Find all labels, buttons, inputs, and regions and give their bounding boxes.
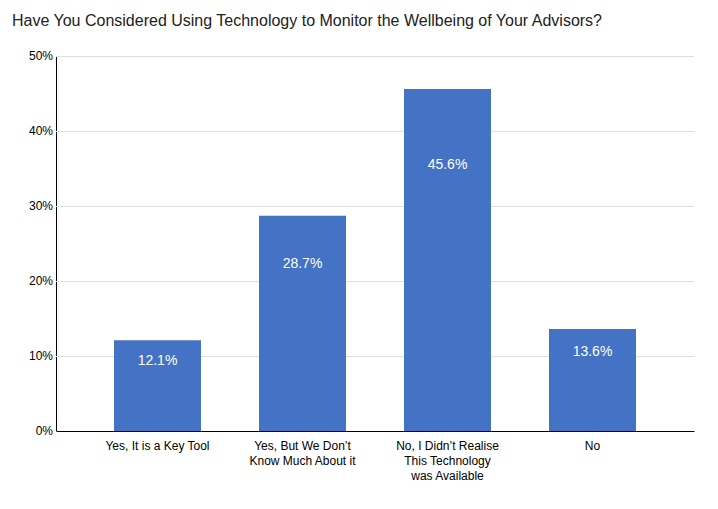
x-tick-label-line: Yes, But We Don’t: [254, 439, 351, 453]
x-tick: Yes, But We Don’tKnow Much About it: [249, 439, 356, 468]
bar: [114, 340, 201, 431]
x-tick-label-line: This Technology: [404, 454, 491, 468]
x-tick-label: No, I Didn’t RealiseThis Technologywas A…: [396, 439, 499, 483]
data-labels: 12.1% 28.7% 45.6% 13.6%: [138, 156, 613, 368]
grid-line: [56, 281, 694, 282]
bar: [259, 216, 346, 431]
x-tick-label: Yes, It is a Key Tool: [105, 439, 209, 453]
grid-line: [56, 131, 694, 132]
grid-line: [56, 206, 694, 207]
x-tick-label-line: Know Much About it: [249, 454, 356, 468]
grid-line: [56, 431, 694, 432]
y-axis-line: [56, 57, 57, 432]
plot-area: 0%10%20%30%40%50%Yes, It is a Key ToolYe…: [29, 49, 695, 482]
x-tick: No, I Didn’t RealiseThis Technologywas A…: [396, 439, 499, 483]
x-tick-label-line: was Available: [410, 469, 484, 483]
x-tick-label-line: Yes, It is a Key Tool: [105, 439, 209, 453]
x-tick-label: No: [585, 439, 601, 453]
x-tick-label: Yes, But We Don’tKnow Much About it: [249, 439, 356, 468]
y-tick: 20%: [29, 274, 694, 288]
y-tick: 30%: [29, 199, 694, 213]
chart-title: Have You Considered Using Technology to …: [12, 12, 602, 29]
y-tick-label: 20%: [29, 274, 53, 288]
y-tick-label: 10%: [29, 349, 53, 363]
y-tick: 50%: [29, 49, 694, 63]
y-tick-label: 40%: [29, 124, 53, 138]
x-tick: Yes, It is a Key Tool: [105, 439, 209, 453]
y-axis: 0% 10% 20% 30% 40% 50%: [29, 49, 694, 438]
chart-svg: Have You Considered Using Technology to …: [0, 0, 718, 509]
data-label: 45.6%: [428, 156, 468, 172]
grid-line: [56, 56, 694, 57]
data-label: 28.7%: [283, 255, 323, 271]
data-label: 13.6%: [573, 343, 613, 359]
chart-container: Have You Considered Using Technology to …: [0, 0, 718, 509]
bars: [114, 89, 636, 431]
y-tick-label: 30%: [29, 199, 53, 213]
data-label: 12.1%: [138, 352, 178, 368]
x-axis-line: [57, 431, 695, 432]
y-tick-label: 50%: [29, 49, 53, 63]
bar: [404, 89, 491, 431]
x-tick: No: [585, 439, 601, 453]
bar: [549, 329, 636, 431]
x-tick-label-line: No, I Didn’t Realise: [396, 439, 499, 453]
y-tick: 40%: [29, 124, 694, 138]
x-tick-label-line: No: [585, 439, 601, 453]
x-axis: Yes, It is a Key Tool Yes, But We Don’tKn…: [57, 432, 695, 483]
y-tick-label: 0%: [36, 424, 54, 438]
